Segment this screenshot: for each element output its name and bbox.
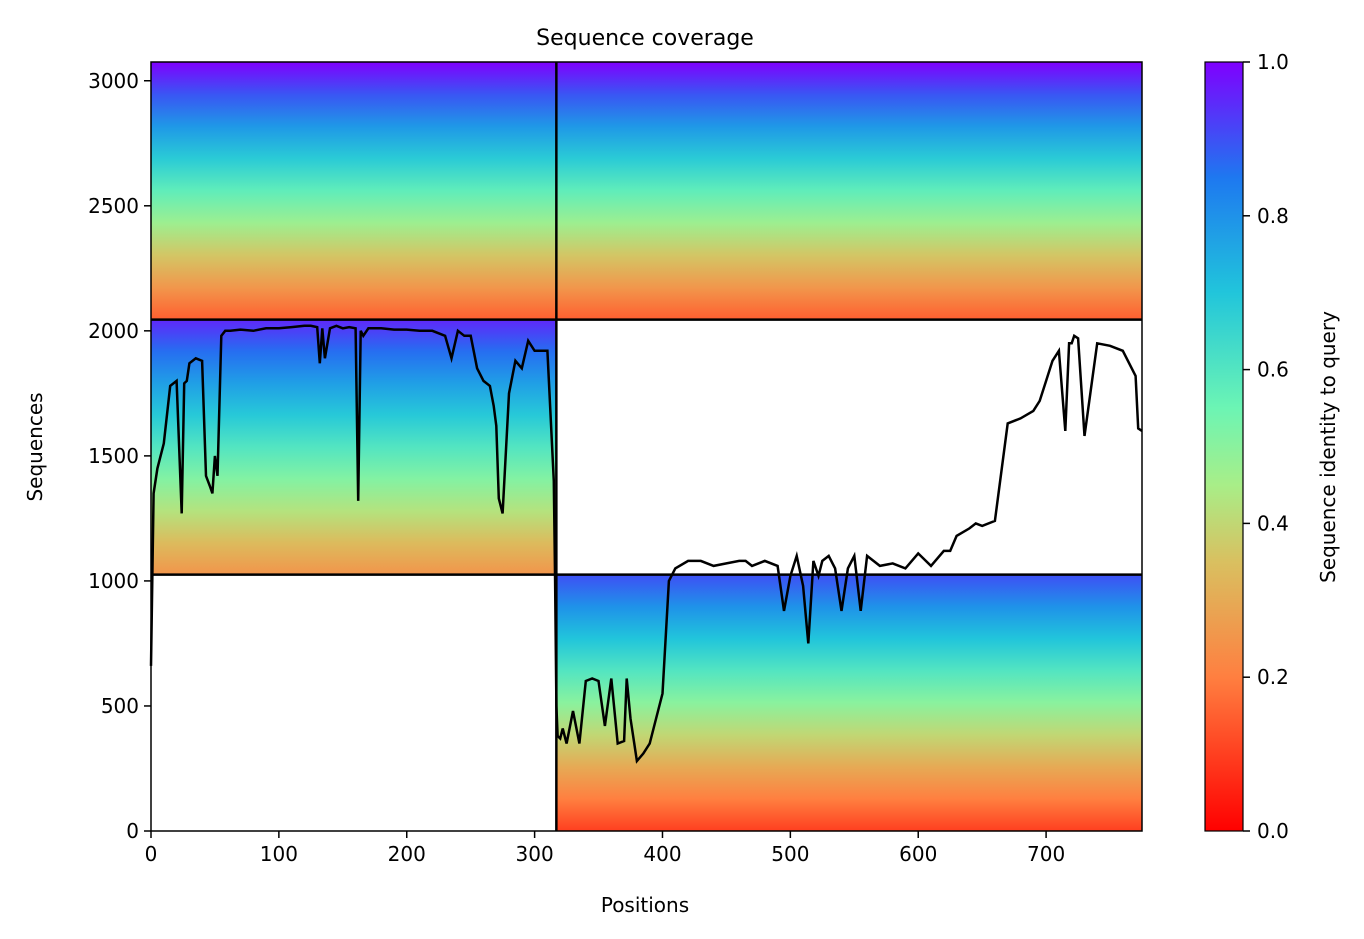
x-tick-label: 200 — [388, 842, 426, 866]
y-tick-label: 3000 — [88, 69, 139, 93]
x-tick-label: 500 — [771, 842, 809, 866]
colorbar-tick-label: 0.6 — [1257, 358, 1289, 382]
colorbar-ticks: 0.0 0.2 0.4 0.6 0.8 1.0 — [1243, 50, 1289, 843]
x-tick-label: 600 — [899, 842, 937, 866]
y-tick-label: 1000 — [88, 569, 139, 593]
x-tick-label: 300 — [516, 842, 554, 866]
y-axis: 0 500 1000 1500 2000 2500 3000 — [88, 69, 151, 843]
colorbar: 0.0 0.2 0.4 0.6 0.8 1.0 Sequence identity to … — [1204, 50, 1340, 843]
colorbar-label: Sequence identity to query — [1316, 311, 1340, 583]
colorbar-tick-label: 1.0 — [1257, 50, 1289, 74]
chart-title: Sequence coverage — [536, 26, 754, 51]
heatmap-block-chain-2 — [556, 574, 1142, 831]
heatmap-block-chain-1 — [151, 319, 557, 575]
coverage-line — [149, 324, 1143, 764]
x-tick-label: 400 — [643, 842, 681, 866]
x-axis-label: Positions — [601, 893, 689, 917]
y-axis-label: Sequences — [23, 392, 47, 501]
x-tick-label: 0 — [145, 842, 158, 866]
colorbar-tick-label: 0.2 — [1257, 665, 1289, 689]
y-tick-label: 2500 — [88, 194, 139, 218]
plot-frame — [150, 61, 1143, 832]
heatmap-block-paired — [151, 62, 1142, 320]
x-axis: 0 100 200 300 400 500 600 700 — [145, 831, 1065, 866]
x-tick-label: 700 — [1027, 842, 1065, 866]
colorbar-tick-label: 0.8 — [1257, 204, 1289, 228]
colorbar-tick-label: 0.4 — [1257, 511, 1289, 535]
plot-area — [149, 61, 1143, 832]
heatmap-blocks — [151, 62, 1142, 831]
y-tick-label: 2000 — [88, 319, 139, 343]
y-tick-label: 0 — [126, 819, 139, 843]
y-tick-label: 1500 — [88, 444, 139, 468]
x-tick-label: 100 — [260, 842, 298, 866]
colorbar-tick-label: 0.0 — [1257, 819, 1289, 843]
colorbar-gradient — [1204, 61, 1244, 832]
y-tick-label: 500 — [101, 694, 139, 718]
